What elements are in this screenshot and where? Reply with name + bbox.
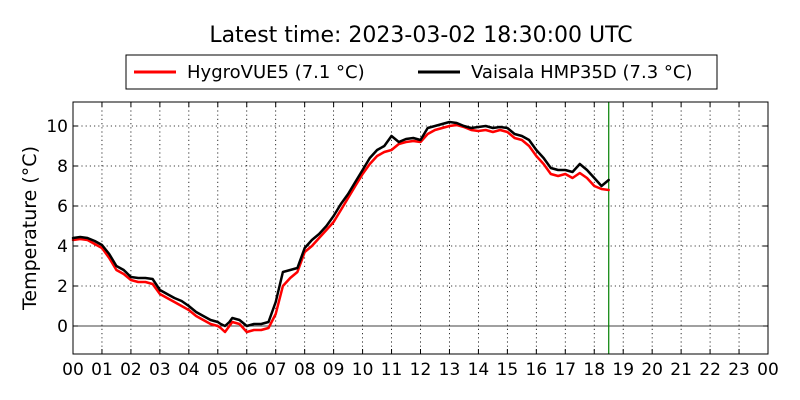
y-axis-label: Temperature (°C)	[19, 146, 41, 311]
series-line-vaisala	[71, 120, 610, 328]
x-tick-labels: 00 01 02 03 04 05 06 07 08 09 10 11 12 13 14 15 16 17 18 19…	[62, 360, 779, 380]
chart-title: Latest time: 2023-03-02 18:30:00 UTC	[209, 23, 632, 48]
x-tick-label: 23	[728, 360, 750, 380]
x-tick-label: 15	[497, 360, 519, 380]
legend: HygroVUE5 (7.1 °C) Vaisala HMP35D (7.3 °…	[125, 54, 718, 90]
x-tick-label: 14	[468, 360, 490, 380]
plot-area-frame	[72, 101, 769, 355]
y-tick-label: 2	[57, 277, 68, 297]
x-tick-label: 00	[62, 360, 84, 380]
x-tick-label: 21	[670, 360, 692, 380]
y-tick-label: 10	[46, 117, 68, 137]
series-line-hygrovue5	[71, 123, 610, 334]
plot-lines	[71, 102, 768, 354]
x-tick-label: 22	[699, 360, 721, 380]
x-tick-label: 12	[410, 360, 432, 380]
x-tick-label: 16	[526, 360, 548, 380]
x-tick-label: 06	[236, 360, 258, 380]
x-tick-label: 05	[207, 360, 229, 380]
y-tick-label: 8	[57, 157, 68, 177]
x-tick-label: 04	[178, 360, 200, 380]
legend-label-vaisala: Vaisala HMP35D (7.3 °C)	[471, 62, 692, 83]
y-tick-label: 0	[57, 317, 68, 337]
x-tick-label: 11	[381, 360, 403, 380]
x-tick-label: 07	[265, 360, 287, 380]
x-tick-label: 01	[91, 360, 113, 380]
x-tick-label: 08	[294, 360, 316, 380]
x-tick-label: 13	[439, 360, 461, 380]
x-tick-label: 18	[583, 360, 605, 380]
x-tick-label: 17	[554, 360, 576, 380]
x-tick-label: 09	[323, 360, 345, 380]
y-tick-label: 6	[57, 197, 68, 217]
grid-lines	[73, 102, 768, 354]
x-tick-label: 10	[352, 360, 374, 380]
x-tick-label: 19	[612, 360, 634, 380]
y-tick-labels: 0 2 4 6 8 10	[46, 117, 68, 337]
x-tick-label: 02	[120, 360, 142, 380]
x-tick-label: 00	[757, 360, 779, 380]
x-tick-label: 20	[641, 360, 663, 380]
legend-label-hygrovue5: HygroVUE5 (7.1 °C)	[187, 62, 365, 83]
x-tick-label: 03	[149, 360, 171, 380]
y-tick-label: 4	[57, 237, 68, 257]
